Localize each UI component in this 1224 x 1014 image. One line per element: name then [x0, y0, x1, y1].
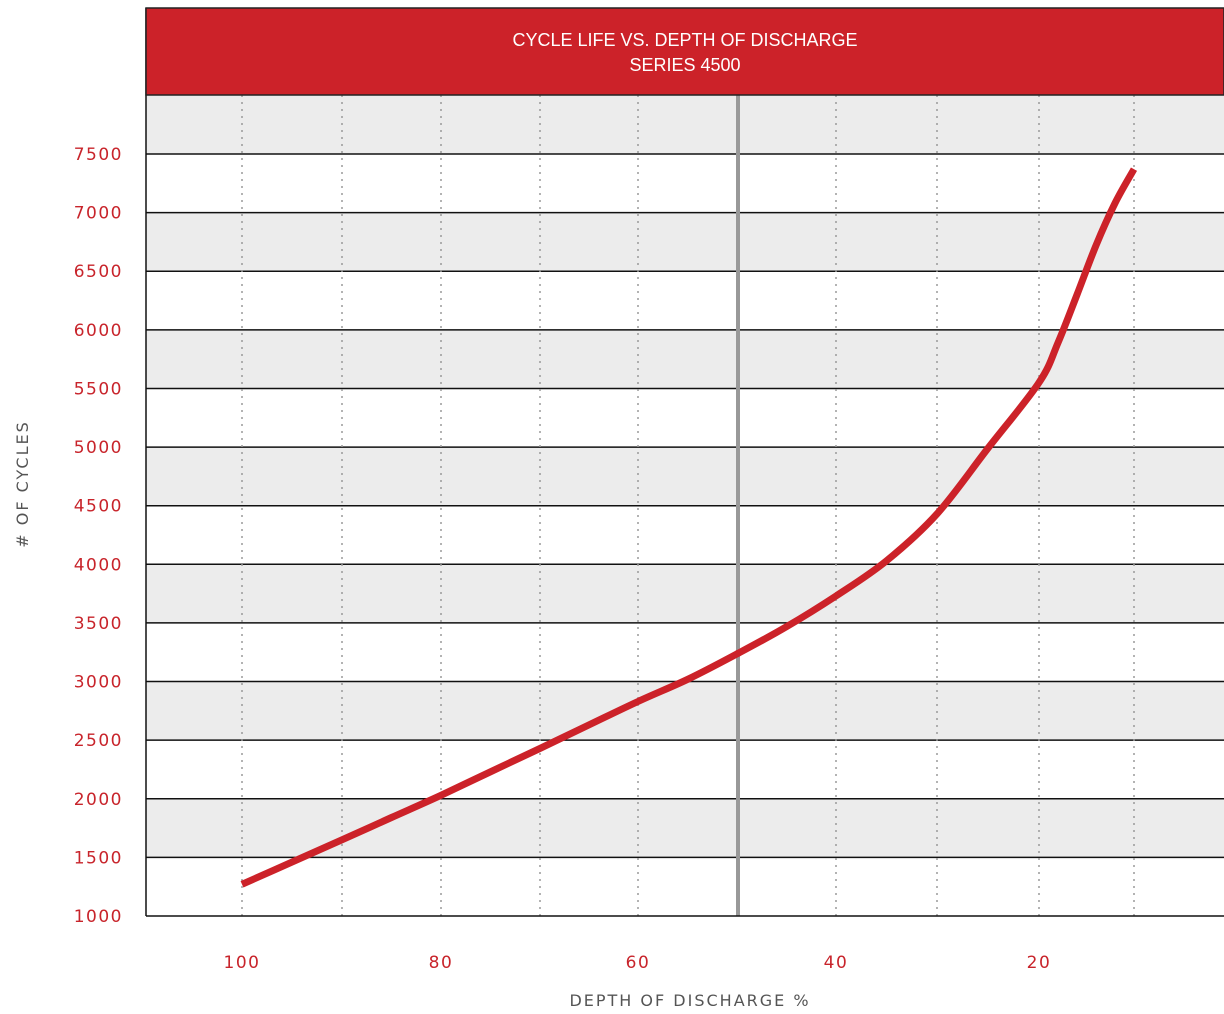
grid-band — [146, 740, 1224, 799]
y-tick-labels: 7500 7000 6500 6000 5500 5000 4500 4000 3500 3000… — [74, 145, 123, 927]
y-axis-title: # OF CYCLES — [13, 420, 32, 548]
grid-band — [146, 505, 1224, 565]
y-tick-label: 2000 — [74, 790, 123, 810]
grid-band — [146, 154, 1224, 213]
y-tick-label: 4000 — [74, 555, 123, 575]
x-tick-label: 80 — [429, 953, 454, 973]
chart-subtitle: SERIES 4500 — [629, 55, 740, 75]
y-tick-label: 1000 — [74, 907, 123, 927]
x-tick-labels: 100 80 60 40 20 — [224, 953, 1052, 973]
horizontal-gridlines — [146, 153, 1224, 859]
grid-band — [146, 95, 1224, 154]
y-tick-label: 2500 — [74, 731, 123, 751]
x-tick-label: 60 — [626, 953, 651, 973]
series-group — [240, 167, 1138, 888]
grid-band — [146, 857, 1224, 916]
grid-band — [146, 564, 1224, 623]
series-line — [240, 167, 1138, 888]
x-tick-label: 100 — [224, 953, 261, 973]
y-tick-label: 5000 — [74, 438, 123, 458]
grid-band — [146, 622, 1224, 682]
chart-header: CYCLE LIFE VS. DEPTH OF DISCHARGE SERIES… — [145, 7, 1224, 96]
grid-band — [146, 798, 1224, 858]
grid-band — [146, 388, 1224, 448]
y-tick-label: 4500 — [74, 497, 123, 517]
grid-band — [146, 681, 1224, 741]
y-tick-label: 7000 — [74, 204, 123, 224]
y-tick-label: 7500 — [74, 145, 123, 165]
x-tick-label: 20 — [1027, 953, 1052, 973]
y-tick-label: 3500 — [74, 614, 123, 634]
y-tick-label: 3000 — [74, 673, 123, 693]
title-banner — [145, 7, 1224, 96]
y-tick-label: 6500 — [74, 262, 123, 282]
y-tick-label: 1500 — [74, 848, 123, 868]
grid-band — [146, 271, 1224, 330]
grid-band — [146, 447, 1224, 506]
grid-band — [146, 212, 1224, 272]
chart-title: CYCLE LIFE VS. DEPTH OF DISCHARGE — [512, 30, 857, 50]
background-bands — [146, 95, 1224, 916]
x-axis-title: DEPTH OF DISCHARGE % — [569, 991, 810, 1010]
plot-frame — [145, 8, 1224, 917]
y-tick-label: 5500 — [74, 379, 123, 399]
y-tick-label: 6000 — [74, 321, 123, 341]
x-tick-label: 40 — [824, 953, 849, 973]
